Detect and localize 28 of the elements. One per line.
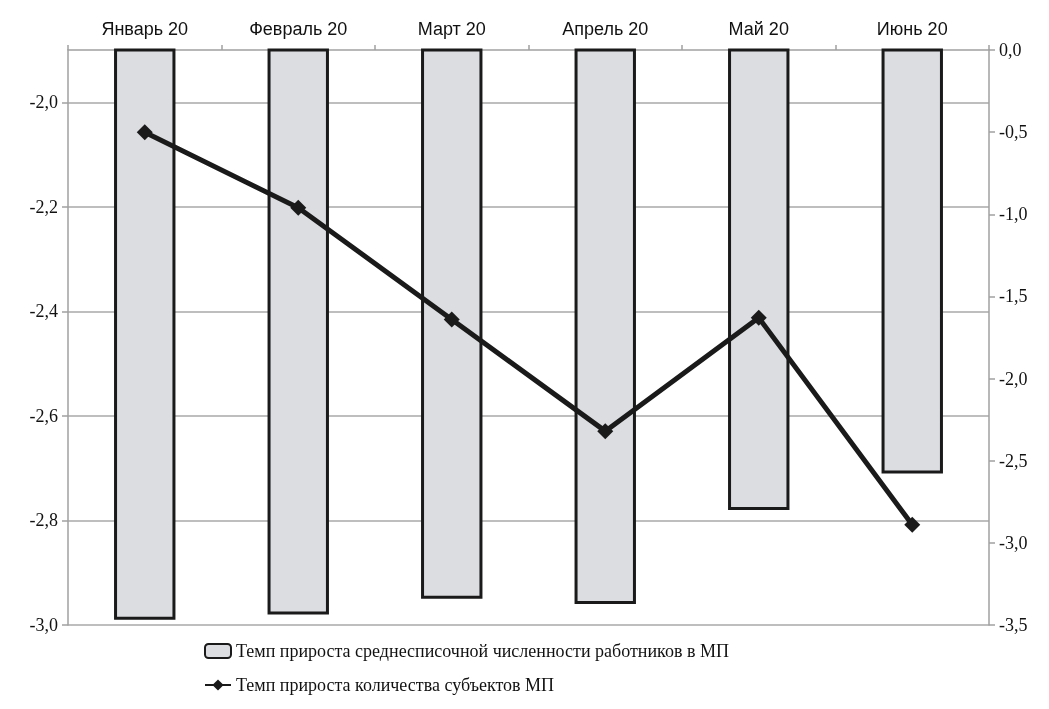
y-tick-label: -2,8 [29, 510, 58, 531]
y2-tick-label: -0,5 [999, 122, 1028, 143]
y-tick-label: -3,0 [29, 615, 58, 635]
y2-tick-label: 0,0 [999, 40, 1022, 60]
y-tick-label: -2,0 [29, 92, 58, 113]
y2-tick-label: -1,5 [999, 286, 1028, 307]
y-tick-label: -2,4 [29, 301, 58, 322]
y2-tick-label: -1,0 [999, 204, 1028, 225]
point [750, 309, 767, 326]
x-tick-label: Май 20 [728, 19, 789, 39]
x-tick-label: Апрель 20 [562, 19, 649, 39]
x-tick-label: Январь 20 [101, 19, 189, 39]
y2-tick-label: -2,5 [999, 450, 1028, 471]
y2-tick-label: -3,0 [999, 532, 1028, 553]
point [136, 124, 153, 141]
point [443, 311, 460, 328]
point [597, 423, 614, 440]
point [290, 199, 307, 216]
y-tick-label: -2,6 [29, 405, 58, 426]
point [904, 516, 921, 533]
x-tick-label: Февраль 20 [249, 19, 348, 39]
y2-tick-label: -2,0 [999, 368, 1028, 389]
x-tick-label: Июнь 20 [876, 19, 948, 39]
y-tick-label: -2,2 [29, 196, 58, 217]
legend-label: Темп прироста среднесписочной численности работников в МП [236, 641, 729, 661]
legend-label: Темп прироста количества субъектов МП [236, 675, 555, 695]
x-tick-label: Март 20 [417, 19, 486, 39]
y2-tick-label: -3,5 [999, 615, 1028, 635]
